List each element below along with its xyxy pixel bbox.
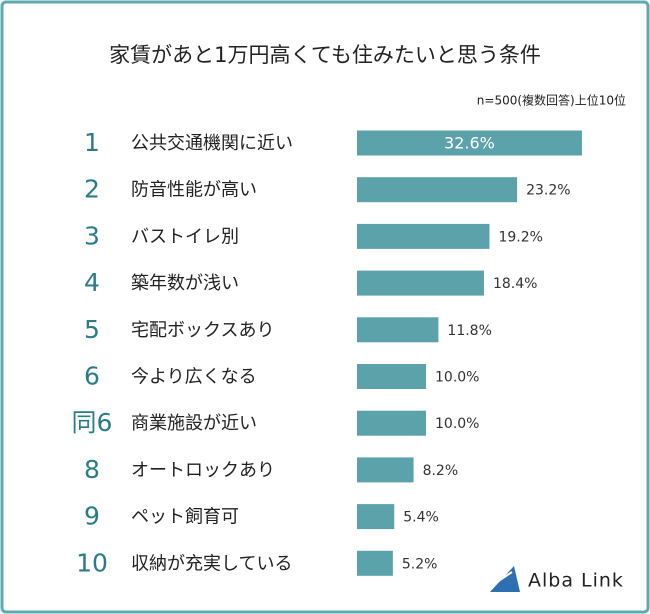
rank-label: 1 xyxy=(84,128,100,157)
bar xyxy=(357,504,395,530)
category-label: 収納が充実している xyxy=(131,553,292,574)
rank-label: 6 xyxy=(84,362,100,391)
chart-title: 家賃があと1万円高くても住みたいと思う条件 xyxy=(109,43,541,67)
value-label: 32.6% xyxy=(444,134,495,153)
category-label: 公共交通機関に近い xyxy=(131,133,293,154)
category-label: ペット飼育可 xyxy=(131,507,239,528)
bar xyxy=(357,364,426,389)
category-label: オートロックあり xyxy=(131,460,275,481)
value-label: 19.2% xyxy=(498,229,542,245)
bar xyxy=(357,550,393,576)
bar xyxy=(357,317,439,343)
bar xyxy=(357,130,582,156)
category-label: バストイレ別 xyxy=(131,226,239,247)
category-label: 築年数が浅い xyxy=(131,273,239,294)
bar xyxy=(357,177,518,203)
rank-label: 3 xyxy=(84,221,100,250)
logo: Alba Link xyxy=(487,566,624,592)
bar xyxy=(357,270,484,296)
rank-label: 同6 xyxy=(72,408,113,437)
value-label: 11.8% xyxy=(447,323,491,339)
bar xyxy=(357,457,414,483)
value-label: 5.2% xyxy=(402,556,438,572)
chart-subtitle: n=500(複数回答)上位10位 xyxy=(477,93,626,108)
value-label: 10.0% xyxy=(435,370,479,386)
rank-label: 5 xyxy=(84,315,100,344)
value-label: 5.4% xyxy=(403,510,439,526)
logo-icon xyxy=(490,566,520,592)
category-label: 宅配ボックスあり xyxy=(131,320,274,341)
rank-label: 10 xyxy=(76,548,108,577)
rank-label: 2 xyxy=(84,175,100,204)
logo-stripe xyxy=(487,571,513,589)
value-label: 23.2% xyxy=(526,183,570,199)
rank-label: 9 xyxy=(84,502,100,531)
category-label: 今より広くなる xyxy=(131,367,257,388)
category-label: 商業施設が近い xyxy=(131,413,257,434)
value-label: 8.2% xyxy=(423,463,459,479)
logo-text: Alba Link xyxy=(528,570,624,592)
category-label: 防音性能が高い xyxy=(131,180,257,201)
value-label: 10.0% xyxy=(435,416,479,432)
bar xyxy=(357,410,426,436)
rank-label: 4 xyxy=(84,268,100,297)
bar xyxy=(357,223,490,249)
value-label: 18.4% xyxy=(493,276,537,292)
rank-label: 8 xyxy=(84,455,100,484)
